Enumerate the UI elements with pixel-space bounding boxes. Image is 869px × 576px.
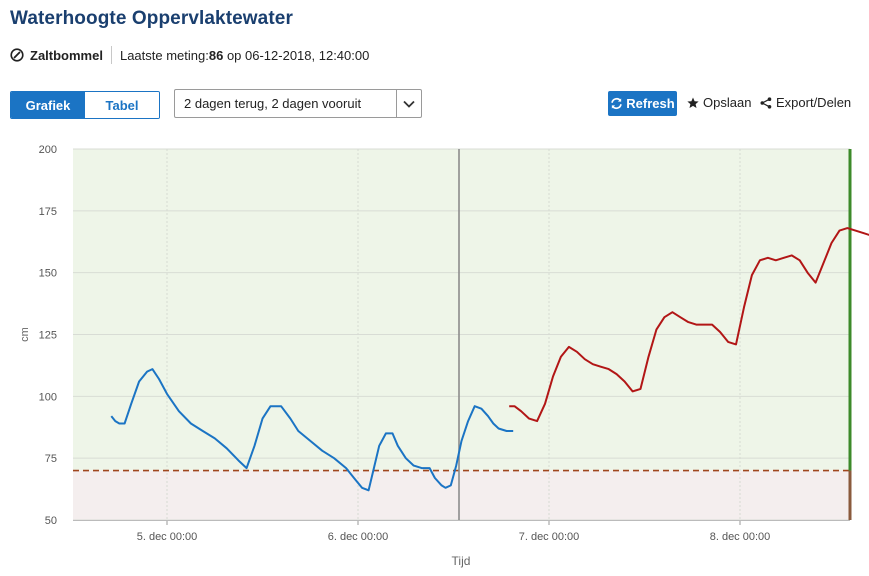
forecast-series-line (509, 227, 869, 423)
x-tick-label: 8. dec 00:00 (710, 531, 771, 543)
measurement-suffix: op 06-12-2018, 12:40:00 (223, 47, 370, 63)
y-tick-label: 150 (39, 268, 57, 280)
x-tick-label: 5. dec 00:00 (137, 531, 198, 543)
refresh-button[interactable]: Refresh (608, 91, 677, 116)
water-level-chart: 50 75 100 125 150 175 200 5. dec 00:00 6. dec 00… (0, 130, 869, 576)
y-tick-label: 75 (45, 453, 57, 465)
x-tick-label: 6. dec 00:00 (328, 531, 389, 543)
location-name: Zaltbommel (30, 47, 103, 63)
export-label: Export/Delen (776, 95, 852, 110)
tab-grafiek[interactable]: Grafiek (11, 92, 85, 118)
measurement-prefix: Laatste meting: (119, 47, 209, 63)
low-zone (73, 470, 850, 520)
view-toggle: Grafiek Tabel (10, 91, 160, 119)
save-button[interactable]: Opslaan (687, 95, 751, 110)
x-tick-label: 7. dec 00:00 (519, 531, 580, 543)
location-info: Zaltbommel Laatste meting: 86 op 06-12-20… (10, 45, 369, 65)
x-axis-title: Tijd (452, 554, 471, 568)
export-button[interactable]: Export/Delen (760, 95, 851, 110)
refresh-icon (611, 97, 623, 110)
measured-series-line (110, 368, 514, 492)
page-title: Waterhoogte Oppervlaktewater (10, 8, 293, 29)
y-tick-label: 175 (39, 206, 57, 218)
y-tick-label: 125 (39, 330, 57, 342)
tab-tabel[interactable]: Tabel (85, 92, 159, 118)
y-tick-label: 200 (39, 144, 57, 156)
chart-svg: 50 75 100 125 150 175 200 5. dec 00:00 6. dec 00… (19, 144, 869, 568)
normal-zone (73, 149, 850, 471)
save-label: Opslaan (703, 95, 752, 110)
refresh-label: Refresh (626, 96, 675, 111)
period-select[interactable]: 2 dagen terug, 2 dagen vooruit (174, 89, 422, 118)
period-select-value: 2 dagen terug, 2 dagen vooruit (184, 96, 362, 111)
star-icon (687, 97, 699, 108)
y-tick-label: 100 (39, 391, 57, 403)
measurement-value: 86 (208, 47, 224, 63)
y-axis-title: cm (19, 327, 31, 342)
divider (110, 46, 112, 64)
y-tick-label: 50 (45, 515, 57, 527)
compass-icon (10, 48, 24, 62)
share-icon (760, 96, 772, 109)
chevron-down-icon[interactable] (396, 90, 421, 117)
